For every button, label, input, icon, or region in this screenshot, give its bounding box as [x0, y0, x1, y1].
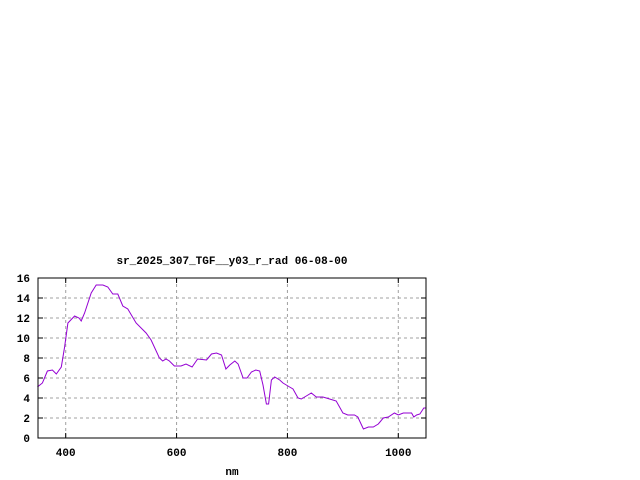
- y-tick-label: 14: [17, 294, 31, 306]
- y-tick-label: 16: [17, 274, 30, 286]
- chart-title: sr_2025_307_TGF__y03_r_rad 06-08-00: [116, 256, 347, 268]
- x-tick-label: 1000: [385, 448, 411, 460]
- series-line: [37, 284, 426, 430]
- plot-frame: [37, 277, 427, 439]
- x-tick-label: 400: [56, 448, 76, 460]
- y-tick-label: 10: [17, 334, 30, 346]
- x-tick-label: 600: [167, 448, 187, 460]
- y-tick-label: 0: [23, 434, 30, 446]
- y-tick-label: 12: [17, 314, 30, 326]
- grid: [38, 278, 426, 438]
- y-tick-label: 6: [23, 374, 30, 386]
- y-tick-label: 8: [23, 354, 30, 366]
- y-tick-label: 2: [23, 414, 30, 426]
- x-tick-label: 800: [278, 448, 298, 460]
- x-axis-label: nm: [225, 467, 239, 479]
- y-tick-label: 4: [23, 394, 30, 406]
- axis-ticks: 0 2 4 6 8 10 12 14 16 400 600 800 1000: [17, 274, 426, 460]
